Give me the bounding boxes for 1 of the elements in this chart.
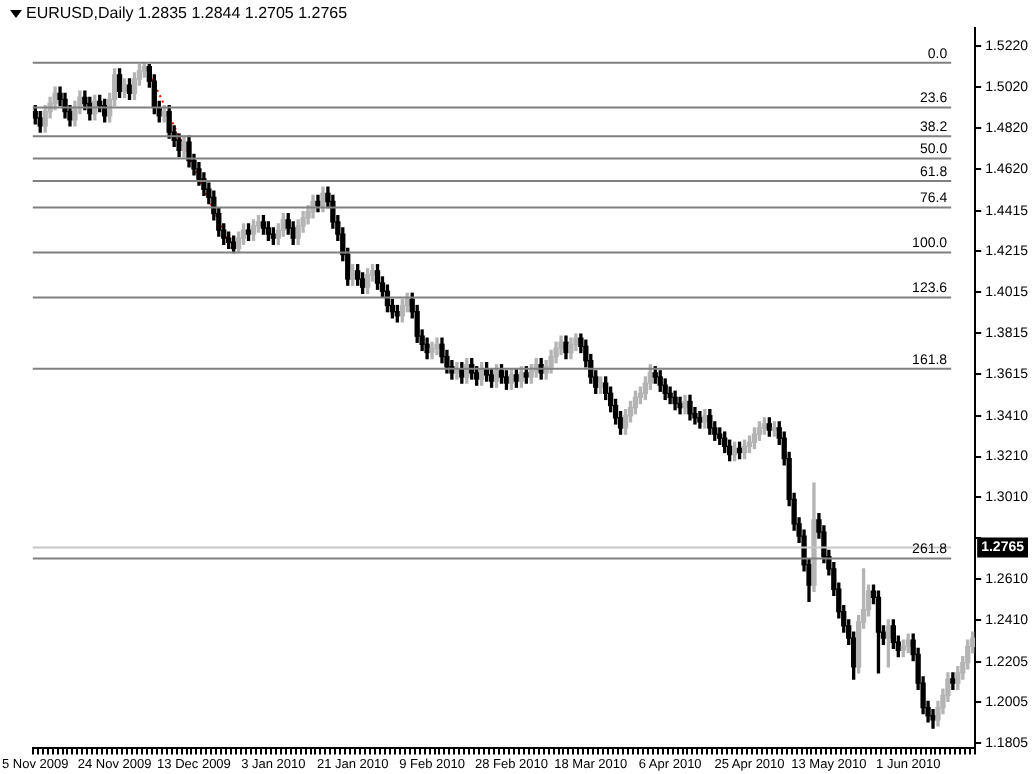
chart-title: EURUSD,Daily 1.2835 1.2844 1.2705 1.2765 [26,4,349,23]
